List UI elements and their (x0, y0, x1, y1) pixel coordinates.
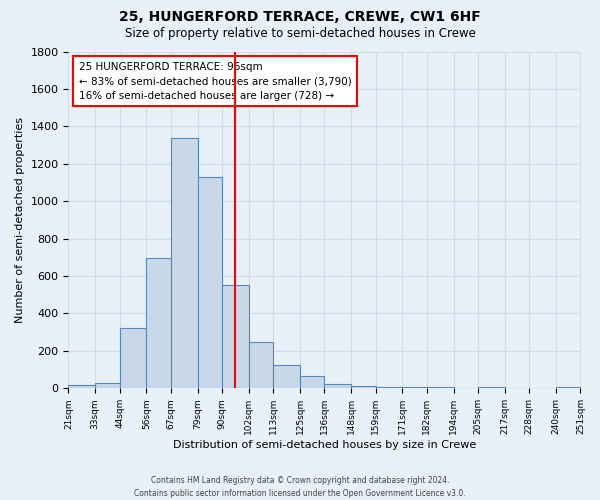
Bar (95, 382, 119, 388)
Text: 25, HUNGERFORD TERRACE, CREWE, CW1 6HF: 25, HUNGERFORD TERRACE, CREWE, CW1 6HF (119, 10, 481, 24)
Bar (171, 138, 197, 388)
Text: 25 HUNGERFORD TERRACE: 96sqm
← 83% of semi-detached houses are smaller (3,790)
1: 25 HUNGERFORD TERRACE: 96sqm ← 83% of se… (79, 62, 352, 101)
Bar (351, 386, 376, 388)
Text: Size of property relative to semi-detached houses in Crewe: Size of property relative to semi-detach… (125, 28, 475, 40)
Bar (249, 342, 273, 388)
Bar (197, 177, 222, 388)
Bar (68, 384, 95, 388)
Text: Contains HM Land Registry data © Crown copyright and database right 2024.
Contai: Contains HM Land Registry data © Crown c… (134, 476, 466, 498)
Y-axis label: Number of semi-detached properties: Number of semi-detached properties (15, 117, 25, 323)
X-axis label: Distribution of semi-detached houses by size in Crewe: Distribution of semi-detached houses by … (173, 440, 476, 450)
Bar (119, 328, 146, 388)
Bar (300, 376, 325, 388)
Bar (325, 384, 351, 388)
Bar (273, 365, 300, 388)
Bar (222, 286, 249, 389)
Bar (146, 258, 171, 388)
